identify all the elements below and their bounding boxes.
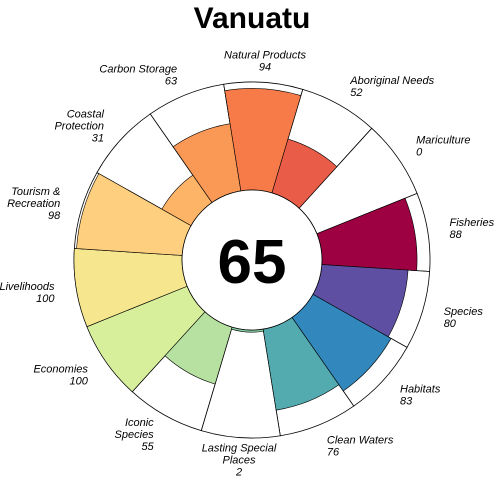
petal-label-clean-waters: Clean Waters 76: [327, 434, 394, 458]
petal-fills: [73, 88, 418, 411]
overall-score: 65: [218, 228, 287, 297]
petal-name-carbon-storage: Carbon Storage: [99, 64, 177, 76]
petal-score-lasting-special-places: 2: [235, 467, 242, 479]
center-circle: [181, 189, 323, 331]
petal-name-natural-products: Natural Products: [224, 49, 306, 61]
petal-name-species: Species: [444, 306, 484, 318]
petal-name-aboriginal-needs: Aboriginal Needs: [349, 75, 434, 87]
petal-label-mariculture: Mariculture 0: [416, 135, 470, 159]
petal-score-clean-waters: 76: [327, 446, 340, 458]
petal-name-coastal-protection: Coastal: [67, 108, 105, 120]
petal-name-lasting-special-places: Lasting Special: [202, 443, 277, 455]
petal-score-species: 80: [444, 318, 457, 330]
petal-label-livelihoods: Livelihoods 100: [0, 281, 55, 305]
petal-label-species: Species 80: [444, 306, 484, 330]
petal-name-iconic-species: Species: [115, 429, 155, 441]
petal-score-coastal-protection: 31: [92, 132, 104, 144]
petal-name-habitats: Habitats: [400, 384, 441, 396]
petal-label-habitats: Habitats 83: [400, 384, 441, 408]
petal-score-economies: 100: [70, 375, 89, 387]
petal-score-fisheries: 88: [450, 229, 463, 241]
petal-label-economies: Economies 100: [33, 363, 88, 387]
petal-name-tourism-recreation: Recreation: [7, 198, 60, 210]
petal-name-livelihoods: Livelihoods: [0, 281, 55, 293]
petal-score-mariculture: 0: [416, 147, 423, 159]
petal-label-tourism-recreation: Tourism & Recreation 98: [7, 186, 61, 222]
petal-label-iconic-species: Iconic Species 55: [115, 417, 155, 453]
petal-score-tourism-recreation: 98: [48, 210, 61, 222]
petal-label-natural-products: Natural Products 94: [224, 49, 306, 73]
petal-score-carbon-storage: 63: [165, 76, 178, 88]
petal-score-livelihoods: 100: [36, 293, 55, 305]
petal-score-habitats: 83: [400, 396, 413, 408]
petal-name-iconic-species: Iconic: [125, 417, 154, 429]
petal-name-clean-waters: Clean Waters: [327, 434, 394, 446]
petal-label-carbon-storage: Carbon Storage 63: [99, 64, 178, 88]
petal-label-aboriginal-needs: Aboriginal Needs 52: [349, 75, 434, 99]
petal-score-aboriginal-needs: 52: [350, 87, 362, 99]
petal-label-lasting-special-places: Lasting Special Places 2: [202, 443, 277, 479]
petal-score-natural-products: 94: [259, 61, 271, 73]
petal-name-mariculture: Mariculture: [416, 135, 470, 147]
petal-name-fisheries: Fisheries: [450, 217, 495, 229]
petal-name-economies: Economies: [33, 363, 88, 375]
chart-title: Vanuatu: [194, 2, 311, 35]
petal-score-iconic-species: 55: [141, 441, 154, 453]
petal-label-coastal-protection: Coastal Protection 31: [54, 108, 104, 144]
petal-name-tourism-recreation: Tourism &: [11, 186, 60, 198]
petal-name-coastal-protection: Protection: [54, 120, 104, 132]
petal-name-lasting-special-places: Places: [222, 455, 256, 467]
petal-label-fisheries: Fisheries 88: [450, 217, 495, 241]
